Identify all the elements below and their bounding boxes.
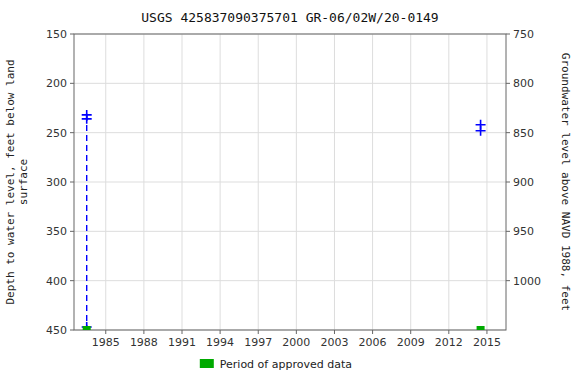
- y-tick: [70, 34, 74, 35]
- x-tick: [105, 330, 106, 334]
- y2-tick: [506, 231, 510, 232]
- y-tick-label: 350: [46, 225, 67, 238]
- y-axis-label-line: Depth to water level, feet below land: [4, 59, 17, 304]
- y-tick-label: 150: [46, 28, 67, 41]
- x-tick-label: 1988: [130, 336, 158, 349]
- square-marker: [83, 326, 91, 330]
- grid-line-y: [74, 132, 506, 133]
- y-tick: [70, 280, 74, 281]
- y-tick-label: 200: [46, 77, 67, 90]
- y-tick: [70, 231, 74, 232]
- x-tick: [448, 330, 449, 334]
- x-tick: [372, 330, 373, 334]
- x-tick: [143, 330, 144, 334]
- y-tick: [70, 132, 74, 133]
- x-tick: [410, 330, 411, 334]
- grid-line-y: [74, 83, 506, 84]
- x-tick-label: 1991: [168, 336, 196, 349]
- plot-frame: [74, 34, 506, 330]
- grid-line-y: [74, 182, 506, 183]
- y-axis-label: Depth to water level, feet below landsur…: [4, 59, 30, 304]
- square-marker: [477, 326, 485, 330]
- x-tick: [296, 330, 297, 334]
- x-tick-label: 2003: [320, 336, 348, 349]
- x-tick-label: 2000: [282, 336, 310, 349]
- x-tick-label: 1994: [206, 336, 234, 349]
- plus-marker: [476, 126, 486, 136]
- x-tick: [486, 330, 487, 334]
- y2-tick-label: 800: [513, 77, 534, 90]
- chart: 1985 1988 1991 1994 1997 2000 2003 2006 2009 2012…: [0, 0, 576, 384]
- y2-tick-label: 1000: [513, 275, 541, 288]
- y2-tick: [506, 182, 510, 183]
- plot-data: [82, 110, 486, 330]
- axes: 1985 1988 1991 1994 1997 2000 2003 2006 2009 2012…: [46, 28, 541, 349]
- y2-axis-label: Groundwater level above NAVD 1988, feet: [559, 53, 572, 311]
- x-tick-label: 1985: [92, 336, 120, 349]
- y-tick-label: 450: [46, 324, 67, 337]
- y-tick: [70, 330, 74, 331]
- legend: Period of approved data: [200, 358, 352, 371]
- x-tick-label: 2012: [435, 336, 463, 349]
- legend-swatch: [200, 359, 214, 368]
- grid-line-y: [74, 280, 506, 281]
- y2-tick: [506, 132, 510, 133]
- grid: [74, 34, 506, 330]
- x-tick-label: 2015: [473, 336, 501, 349]
- y2-tick-label: 950: [513, 225, 534, 238]
- y2-tick-label: 750: [513, 28, 534, 41]
- y2-tick-label: 850: [513, 127, 534, 140]
- y2-tick-label: 900: [513, 176, 534, 189]
- legend-label: Period of approved data: [220, 358, 352, 371]
- y-tick-label: 300: [46, 176, 67, 189]
- y-axis-label-line: surface: [17, 159, 30, 205]
- x-tick-label: 1997: [244, 336, 272, 349]
- x-tick: [220, 330, 221, 334]
- y2-tick: [506, 34, 510, 35]
- y-tick-label: 400: [46, 275, 67, 288]
- series-line: [86, 115, 87, 327]
- x-tick: [182, 330, 183, 334]
- x-tick: [258, 330, 259, 334]
- title: USGS 425837090375701 GR-06/02W/20-0149: [141, 10, 438, 25]
- x-tick: [334, 330, 335, 334]
- y-tick: [70, 83, 74, 84]
- y-tick-label: 250: [46, 127, 67, 140]
- background: [0, 0, 576, 384]
- y2-tick: [506, 280, 510, 281]
- x-tick-label: 2009: [397, 336, 425, 349]
- x-tick-label: 2006: [359, 336, 387, 349]
- y2-tick: [506, 83, 510, 84]
- grid-line-y: [74, 231, 506, 232]
- y-tick: [70, 182, 74, 183]
